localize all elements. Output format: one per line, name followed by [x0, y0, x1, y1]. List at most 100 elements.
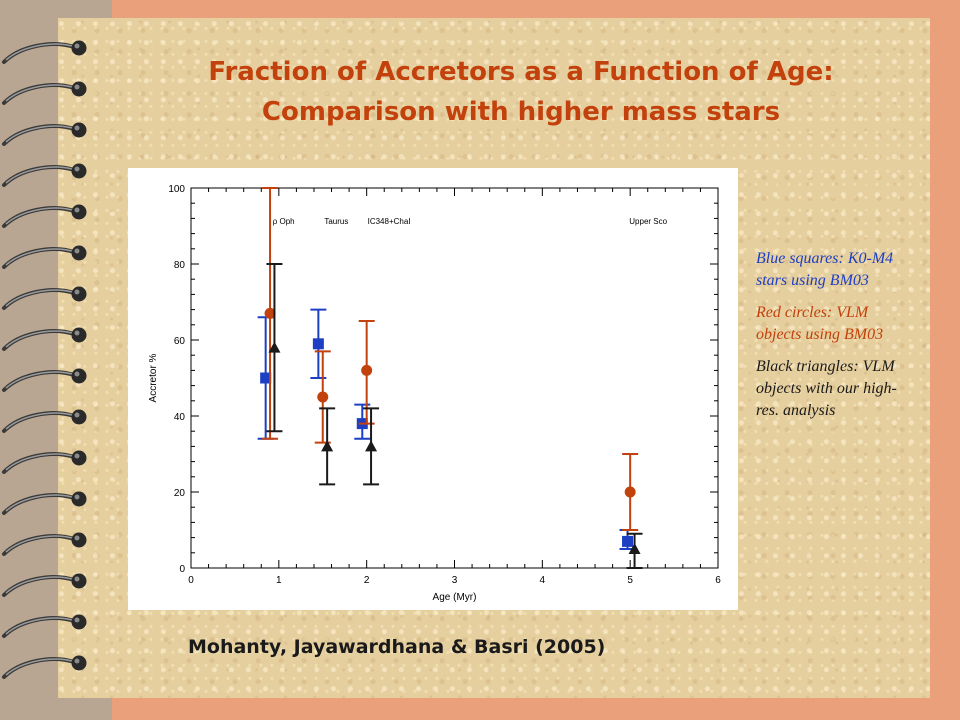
x-tick-label: 4 — [540, 575, 546, 586]
region-label: ρ Oph — [273, 217, 295, 226]
ring-wire — [2, 165, 76, 187]
ring-wire — [2, 575, 76, 597]
binder-ring — [2, 81, 87, 105]
ring-wire — [2, 616, 76, 638]
ring-hole — [71, 81, 87, 97]
circle-marker — [624, 486, 636, 498]
chart-panel: 0 1 2 3 4 5 6 0 20 40 60 80 100 Age (Myr) Accretor % ρ … — [128, 168, 738, 610]
ring-hole-shine — [74, 330, 80, 336]
ring-hole — [71, 327, 87, 343]
ring-hole — [71, 409, 87, 425]
x-tick-label: 2 — [364, 575, 370, 586]
binder-ring — [2, 204, 87, 228]
y-tick-label: 60 — [174, 336, 186, 347]
square-marker — [312, 338, 324, 350]
legend-red-circles: Red circles: VLM objects using BM03 — [756, 304, 884, 343]
y-tick-label: 100 — [168, 184, 185, 195]
ring-hole-shine — [74, 43, 80, 49]
binder-ring — [2, 40, 87, 64]
circle-marker — [264, 307, 276, 319]
ring-wire — [2, 83, 76, 105]
ring-wire — [2, 493, 76, 515]
ring-hole — [71, 40, 87, 56]
ring-hole-shine — [74, 166, 80, 172]
title-line-2: Comparison with higher mass stars — [261, 97, 781, 127]
y-tick-label: 80 — [174, 260, 186, 271]
x-tick-label: 3 — [452, 575, 458, 586]
ring-hole — [71, 655, 87, 671]
ring-highlight — [5, 125, 73, 143]
title-line-1: Fraction of Accretors as a Function of A… — [208, 57, 834, 87]
data-point-triangle — [266, 263, 283, 433]
ring-hole — [71, 532, 87, 548]
ring-hole-shine — [74, 84, 80, 90]
x-axis-label: Age (Myr) — [433, 592, 477, 603]
ring-highlight — [5, 453, 73, 471]
ring-wire — [2, 247, 76, 269]
ring-hole — [71, 245, 87, 261]
ring-hole — [71, 450, 87, 466]
x-tick-label: 5 — [627, 575, 633, 586]
ring-highlight — [5, 412, 73, 430]
ring-wire — [2, 124, 76, 146]
y-tick-label: 0 — [179, 564, 185, 575]
ring-wire — [2, 411, 76, 433]
ring-highlight — [5, 494, 73, 512]
triangle-marker — [321, 440, 334, 452]
ring-hole — [71, 163, 87, 179]
binder-ring — [2, 122, 87, 146]
ring-wire — [2, 206, 76, 228]
ring-highlight — [5, 248, 73, 266]
ring-highlight — [5, 617, 73, 635]
ring-hole-shine — [74, 658, 80, 664]
slide-title: Fraction of Accretors as a Function of A… — [112, 52, 930, 132]
y-tick-label: 20 — [174, 488, 186, 499]
region-label: Taurus — [324, 217, 348, 226]
data-point-triangle — [319, 407, 336, 486]
ring-hole-shine — [74, 371, 80, 377]
binder-rings — [2, 40, 87, 679]
ring-wire — [2, 288, 76, 310]
circle-marker — [361, 364, 373, 376]
square-marker — [260, 372, 272, 384]
circle-marker — [317, 391, 329, 403]
ring-wire — [2, 370, 76, 392]
region-label: IC348+ChaI — [368, 217, 411, 226]
binder-ring — [2, 655, 87, 679]
legend-black-triangles: Black triangles: VLM objects with our hi… — [756, 358, 897, 419]
ring-hole-shine — [74, 412, 80, 418]
binder-ring — [2, 614, 87, 638]
ring-wire — [2, 452, 76, 474]
x-tick-label: 6 — [715, 575, 721, 586]
binder-ring — [2, 491, 87, 515]
ring-wire — [2, 329, 76, 351]
data-point-square — [310, 308, 327, 379]
binder-ring — [2, 573, 87, 597]
citation-text: Mohanty, Jayawardhana & Basri (2005) — [188, 636, 606, 658]
ring-highlight — [5, 207, 73, 225]
ring-highlight — [5, 330, 73, 348]
ring-hole — [71, 204, 87, 220]
binder-ring — [2, 450, 87, 474]
ring-hole-shine — [74, 248, 80, 254]
triangle-marker — [628, 543, 641, 554]
ring-highlight — [5, 289, 73, 307]
data-point-circle — [314, 350, 331, 444]
ring-wire — [2, 657, 76, 679]
ring-hole-shine — [74, 494, 80, 500]
ring-highlight — [5, 371, 73, 389]
ring-hole-shine — [74, 207, 80, 213]
binder-ring — [2, 532, 87, 556]
ring-hole — [71, 286, 87, 302]
ring-hole — [71, 368, 87, 384]
data-point-circle — [622, 453, 639, 531]
ring-hole — [71, 491, 87, 507]
legend: Blue squares: K0-M4 stars using BM03 Red… — [756, 248, 916, 432]
triangle-marker — [268, 341, 281, 353]
x-tick-label: 1 — [276, 575, 282, 586]
binder-ring — [2, 327, 87, 351]
ring-hole-shine — [74, 576, 80, 582]
y-axis-label: Accretor % — [148, 353, 159, 402]
ring-hole-shine — [74, 289, 80, 295]
